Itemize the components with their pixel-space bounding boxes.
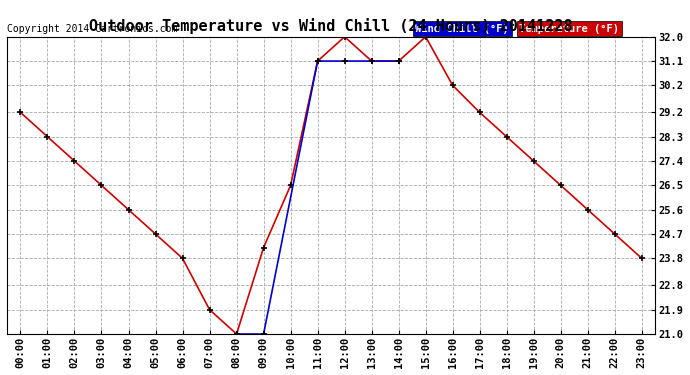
Text: Temperature (°F): Temperature (°F) <box>519 24 619 34</box>
Text: Wind Chill (°F): Wind Chill (°F) <box>415 24 509 34</box>
Title: Outdoor Temperature vs Wind Chill (24 Hours) 20141228: Outdoor Temperature vs Wind Chill (24 Ho… <box>89 18 573 34</box>
Text: Copyright 2014 Cartronics.com: Copyright 2014 Cartronics.com <box>7 24 177 34</box>
